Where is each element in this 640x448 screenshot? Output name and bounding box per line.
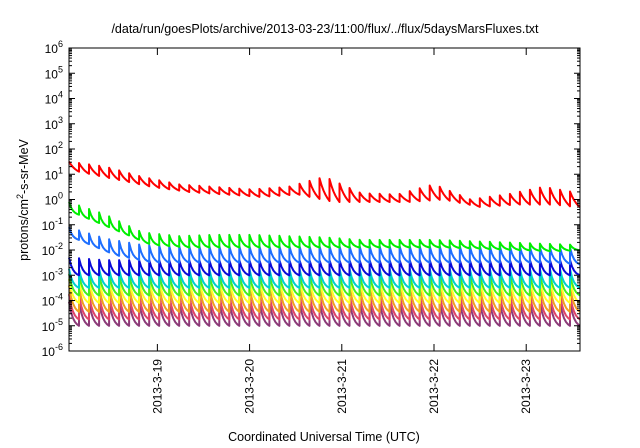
y-axis: 10-6 10-5 10-4 10-3 10-2 10-1 100 101 102 103 104 1…: [42, 39, 580, 359]
y-tick-label: 104: [45, 90, 63, 107]
y-tick-label: 10-4: [42, 292, 63, 309]
y-tick-label: 10-3: [42, 266, 63, 283]
x-tick-label: 2013-3-22: [427, 359, 441, 414]
series-line: [68, 284, 581, 313]
y-tick-label: 100: [45, 191, 63, 208]
series-line: [68, 293, 581, 321]
series-line: [68, 278, 581, 304]
chart-title: /data/run/goesPlots/archive/2013-03-23/1…: [111, 22, 539, 36]
x-tick-label: 2013-3-21: [335, 359, 349, 414]
x-axis-label: Coordinated Universal Time (UTC): [228, 430, 420, 444]
y-tick-label: 10-2: [42, 241, 63, 258]
x-tick-label: 2013-3-19: [150, 359, 164, 414]
x-tick-label: 2013-3-20: [243, 359, 257, 414]
series-line: [68, 300, 581, 327]
series-line: [68, 161, 581, 209]
y-tick-label: 106: [45, 39, 63, 56]
y-tick-label: 10-1: [42, 216, 63, 233]
series-line: [68, 273, 581, 297]
y-axis-label: protons/cm2-s-sr-MeV: [15, 138, 31, 260]
x-axis: 2013-3-19 2013-3-20 2013-3-21 2013-3-22 2013…: [150, 48, 533, 414]
y-tick-label: 10-6: [42, 342, 63, 359]
series-line: [68, 226, 581, 266]
y-tick-label: 103: [45, 115, 63, 132]
y-tick-label: 102: [45, 140, 63, 157]
y-tick-label: 101: [45, 165, 63, 182]
x-tick-label: 2013-3-23: [519, 359, 533, 414]
y-tick-label: 105: [45, 64, 63, 81]
y-tick-label: 10-5: [42, 317, 63, 334]
series-layer: [68, 161, 581, 327]
series-line: [68, 257, 581, 277]
series-line: [68, 201, 581, 253]
series-line: [68, 267, 581, 289]
